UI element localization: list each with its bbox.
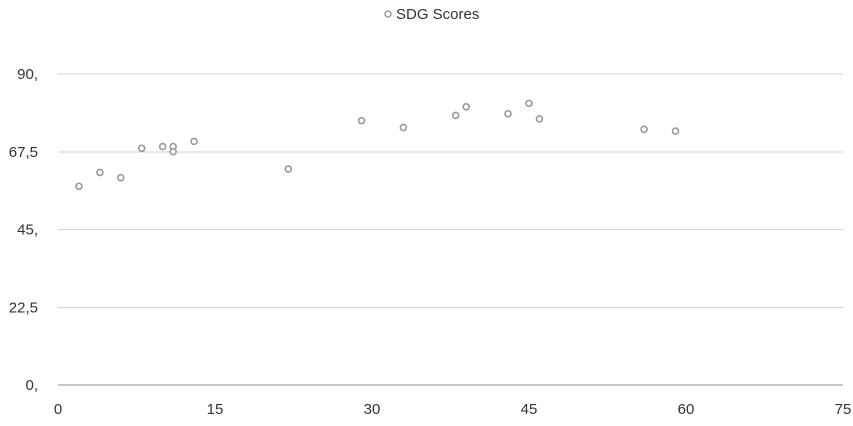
- y-tick-label-1: 22,5: [9, 299, 38, 316]
- data-point-12: [462, 103, 471, 111]
- legend-label: SDG Scores: [396, 6, 479, 23]
- y-tick-label-4: 90,: [17, 66, 38, 83]
- x-tick-label-4: 60: [678, 401, 695, 418]
- x-tick-label-1: 15: [207, 401, 224, 418]
- y-axis: 0, 22,5 45, 67,5 90,: [9, 66, 38, 394]
- data-points: [75, 99, 680, 191]
- data-point-3: [137, 144, 146, 153]
- y-tick-label-3: 67,5: [9, 144, 38, 161]
- data-point-16: [640, 125, 648, 134]
- legend-marker-icon: [384, 10, 392, 18]
- data-point-1: [96, 168, 104, 177]
- data-point-14: [525, 99, 533, 108]
- y-tick-label-2: 45,: [17, 222, 38, 239]
- data-point-0: [75, 182, 83, 191]
- data-point-17: [671, 127, 680, 135]
- gridlines: [58, 73, 843, 386]
- x-tick-label-5: 75: [835, 401, 852, 418]
- data-point-15: [535, 115, 544, 123]
- data-point-6: [169, 147, 177, 156]
- data-point-10: [399, 123, 408, 132]
- x-tick-label-3: 45: [521, 401, 538, 418]
- x-tick-label-2: 30: [364, 401, 381, 418]
- data-point-4: [158, 142, 167, 151]
- legend: SDG Scores: [384, 6, 479, 23]
- data-point-8: [284, 165, 293, 173]
- y-tick-label-0: 0,: [25, 377, 38, 394]
- x-tick-label-0: 0: [54, 401, 62, 418]
- x-axis: 0 15 30 45 60 75: [54, 401, 852, 418]
- data-point-11: [451, 111, 460, 120]
- data-point-9: [357, 116, 366, 125]
- data-point-13: [504, 109, 512, 118]
- data-point-7: [190, 137, 198, 146]
- data-point-2: [117, 173, 125, 182]
